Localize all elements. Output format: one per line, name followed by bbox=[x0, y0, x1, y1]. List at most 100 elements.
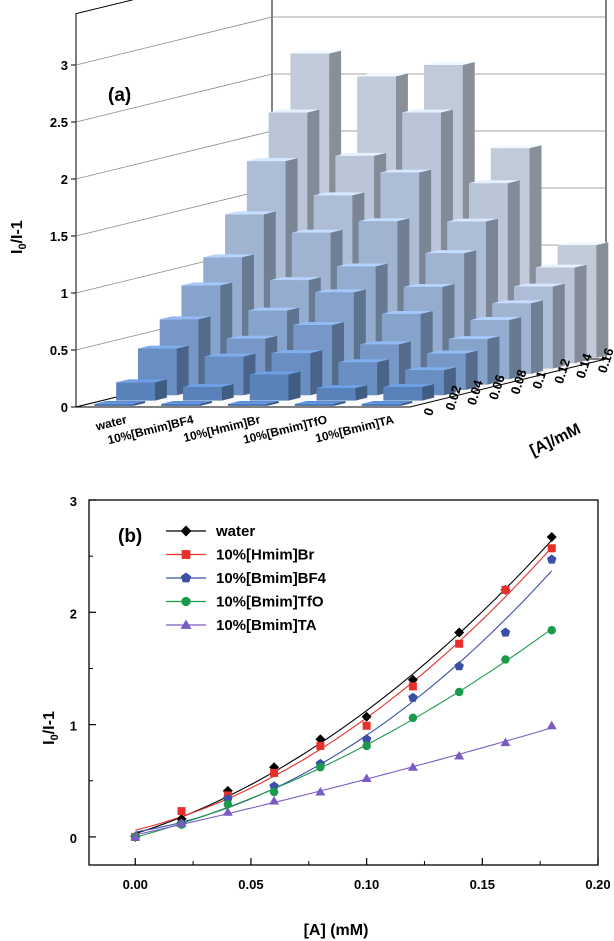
depth-tick-label: 0.02 bbox=[442, 383, 464, 412]
bar-side bbox=[288, 371, 301, 401]
bar-top bbox=[357, 73, 408, 77]
point-pentagon bbox=[269, 781, 279, 791]
bar-side bbox=[465, 350, 478, 390]
depth-tick-label: 0.1 bbox=[529, 369, 549, 391]
point-triangle bbox=[269, 795, 280, 805]
bar-side bbox=[487, 336, 500, 385]
depth-tick-label: 0.06 bbox=[486, 373, 508, 402]
point-pentagon bbox=[223, 793, 233, 803]
bar-top bbox=[402, 109, 453, 113]
bar-top bbox=[249, 371, 301, 375]
bar-front bbox=[294, 403, 334, 406]
point-triangle bbox=[176, 818, 187, 827]
x-tick-label: 0.00 bbox=[123, 877, 148, 892]
point-diamond bbox=[315, 734, 326, 745]
bar-top bbox=[293, 322, 345, 325]
point-square bbox=[316, 741, 325, 750]
bar-top bbox=[335, 152, 387, 156]
axis-ticks: 0.00 0.05 0.10 0.15 0.20 0 1 2 3 bbox=[70, 494, 611, 892]
bar-top bbox=[381, 310, 433, 314]
y-tick-label: 1.5 bbox=[50, 229, 68, 244]
bar-front bbox=[383, 386, 423, 401]
bar bbox=[294, 401, 346, 406]
depth-tick-label: 0.08 bbox=[507, 367, 529, 396]
bar-top bbox=[426, 350, 478, 354]
grid-line-side bbox=[75, 16, 273, 66]
bar-top bbox=[492, 300, 543, 304]
point-square bbox=[181, 550, 191, 559]
x-tick-label: 0.10 bbox=[354, 877, 379, 892]
bar-top bbox=[535, 264, 587, 268]
y-tick-label: 1 bbox=[61, 286, 68, 301]
point-circle bbox=[547, 626, 556, 635]
point-pentagon bbox=[500, 627, 511, 637]
x-tick-label: 0.05 bbox=[238, 877, 263, 892]
point-diamond bbox=[407, 674, 418, 685]
point-triangle bbox=[407, 762, 418, 771]
depth-tick-label: 0 bbox=[420, 406, 437, 418]
legend-label: 10%[Bmim]TA bbox=[216, 617, 317, 634]
point-square bbox=[501, 585, 510, 594]
bar-side bbox=[443, 367, 456, 396]
point-triangle bbox=[361, 773, 372, 783]
y-axis-label: I0/I-1 bbox=[9, 220, 29, 254]
point-pentagon bbox=[180, 572, 192, 583]
bar-top bbox=[270, 277, 321, 281]
y-tick-label: 0 bbox=[70, 831, 77, 846]
bar-front bbox=[161, 403, 200, 406]
point-diamond bbox=[361, 711, 372, 722]
bar bbox=[116, 379, 167, 401]
bar-top bbox=[405, 367, 456, 371]
legend-entry: 10%[Bmim]BF4 bbox=[166, 570, 327, 587]
fit-curve bbox=[135, 570, 553, 833]
bar-front bbox=[94, 403, 134, 406]
fit-curve bbox=[135, 727, 552, 836]
bar-top bbox=[116, 379, 167, 383]
x-tick-label: 0.20 bbox=[585, 877, 610, 892]
point-circle bbox=[223, 800, 233, 809]
category-labels: water10%[Bmim]BF410%[Hmim]Br10%[Bmim]TfO… bbox=[93, 412, 395, 447]
bar-top bbox=[425, 250, 477, 254]
depth-tick-label: 0.12 bbox=[551, 357, 573, 386]
bar bbox=[249, 371, 301, 401]
point-triangle bbox=[222, 807, 233, 816]
legend-label: 10%[Hmim]Br bbox=[216, 547, 315, 564]
bar-top bbox=[403, 283, 455, 287]
bar-chart-3d: 0 0.5 1 1.5 2 2.5 3 water10%[Bmim]BF410%[Hmim]… bbox=[9, 0, 614, 460]
bar-side bbox=[133, 401, 146, 406]
bar-top bbox=[313, 192, 365, 196]
bar-front bbox=[361, 403, 401, 406]
legend-entry: 10%[Bmim]TfO bbox=[166, 594, 324, 611]
point-diamond bbox=[222, 785, 233, 796]
point-pentagon bbox=[547, 554, 557, 564]
point-square bbox=[177, 807, 186, 816]
bar-top bbox=[338, 359, 390, 363]
bar-top bbox=[294, 401, 346, 404]
bar-top bbox=[361, 401, 413, 404]
bar-top bbox=[557, 242, 609, 246]
grid-line-side bbox=[75, 187, 273, 237]
legend-label: 10%[Bmim]TfO bbox=[216, 594, 324, 611]
y-tick-label: 3 bbox=[61, 58, 68, 73]
bar-side bbox=[509, 317, 522, 380]
point-pentagon bbox=[361, 734, 372, 744]
grid-line-side bbox=[75, 130, 273, 180]
bar-side bbox=[310, 350, 323, 396]
point-square bbox=[547, 544, 556, 553]
bar-side bbox=[596, 242, 609, 358]
point-square bbox=[270, 768, 279, 777]
bar-top bbox=[448, 336, 500, 339]
bar-top bbox=[94, 401, 146, 404]
y-tick-label: 1 bbox=[70, 719, 77, 734]
bar-top bbox=[246, 158, 298, 162]
bar-top bbox=[204, 353, 256, 357]
plot-border bbox=[88, 499, 599, 866]
y-tick-label: 0 bbox=[61, 400, 68, 415]
series-points bbox=[131, 544, 556, 841]
bar-top bbox=[316, 385, 368, 389]
line-scatter-chart: 0.00 0.05 0.10 0.15 0.20 0 1 2 3 water 10%[Hmim]B… bbox=[41, 494, 611, 939]
bars-group bbox=[94, 50, 609, 406]
bar-front bbox=[116, 382, 155, 401]
y-axis-ticks: 0 0.5 1 1.5 2 2.5 3 bbox=[50, 58, 76, 415]
bar-top bbox=[514, 283, 565, 287]
